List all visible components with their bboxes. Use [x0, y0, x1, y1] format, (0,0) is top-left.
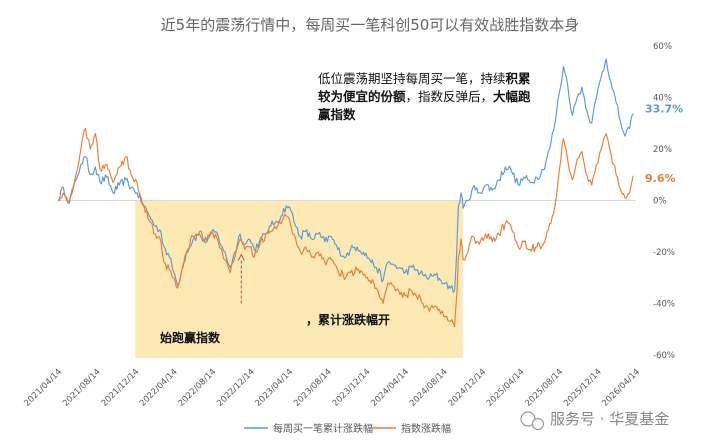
y-tick-label: -40%: [653, 300, 675, 310]
annotation-segment: 低位震荡期坚持每周买一笔，持续: [318, 71, 506, 86]
annotation-segment: 大幅跑: [493, 89, 531, 104]
annotation-line: 较为便宜的份额，指数反弹后，大幅跑: [318, 89, 531, 104]
legend: 每周买一笔累计涨跌幅 指数涨跌幅: [244, 422, 451, 435]
marker-layer: [237, 253, 245, 304]
legend-label: 每周买一笔累计涨跌幅: [273, 422, 373, 435]
end-labels: 33.7% 9.6%: [645, 103, 683, 185]
series-layer: [57, 58, 634, 328]
chart-title: 近5年的震荡行情中，每周买一笔科创50可以有效战胜指数本身: [161, 16, 580, 34]
end-value-label: 33.7%: [645, 103, 683, 116]
wechat-icon-bubble: [531, 417, 545, 431]
y-axis-ticks: 60% 40% 20% 0% -20% -40% -60%: [653, 42, 675, 361]
annotation-segment: 积累: [506, 71, 532, 86]
y-tick-label: 20%: [653, 145, 672, 155]
y-tick-label: -20%: [653, 248, 675, 258]
watermark-text: 服务号 · 华夏基金: [550, 410, 669, 428]
series-line-1: [57, 127, 634, 328]
y-tick-label: 60%: [653, 42, 672, 52]
marker-arrowhead: [237, 253, 245, 261]
annotation-line: ，累计涨跌幅开: [306, 312, 390, 327]
annotation-line: 低位震荡期坚持每周买一笔，持续积累: [318, 71, 531, 86]
annotation-line: 始跑赢指数: [160, 330, 221, 345]
y-tick-label: 0%: [653, 197, 667, 207]
y-tick-label: -60%: [653, 351, 675, 361]
annotation-line: 赢指数: [318, 107, 356, 122]
highlight-band: [135, 200, 463, 358]
annotation-segment: 较为便宜的份额: [318, 89, 406, 104]
annotation-segment: ，指数反弹后，: [406, 89, 494, 104]
series-line-0: [57, 58, 634, 293]
legend-label: 指数涨跌幅: [401, 422, 451, 435]
end-value-label: 9.6%: [645, 172, 676, 185]
y-tick-label: 40%: [653, 94, 672, 104]
watermark: 服务号 · 华夏基金: [520, 410, 669, 431]
annotation-segment: 赢指数: [318, 107, 356, 122]
